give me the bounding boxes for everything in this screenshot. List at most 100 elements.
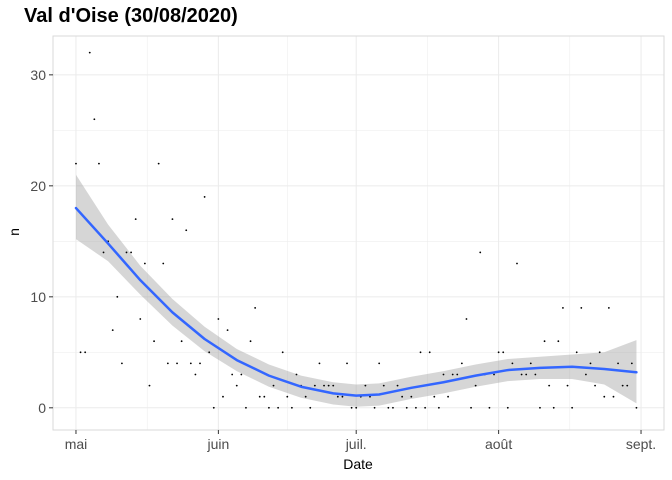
data-point (419, 351, 422, 354)
data-point (304, 395, 307, 398)
data-point (493, 373, 495, 376)
data-point (84, 351, 87, 354)
data-point (249, 340, 252, 343)
data-point (382, 384, 385, 387)
data-point (456, 373, 459, 376)
data-point (157, 162, 160, 165)
data-point (594, 384, 596, 387)
data-point (93, 118, 96, 121)
x-axis: mai juin juil. août sept. (65, 430, 656, 452)
data-point (254, 307, 257, 309)
y-tick-label: 0 (38, 400, 46, 416)
x-tick-label: sept. (626, 436, 656, 452)
data-point (171, 218, 174, 221)
data-point (369, 395, 371, 398)
data-point (373, 406, 376, 409)
data-point (336, 395, 339, 398)
data-point (185, 229, 188, 232)
data-point (447, 395, 449, 398)
y-axis-title: n (6, 228, 22, 236)
data-point (474, 384, 477, 387)
data-point (607, 307, 610, 309)
data-point (451, 373, 454, 376)
grid (53, 36, 664, 430)
data-point (364, 384, 367, 387)
data-point (571, 406, 574, 409)
data-point (286, 395, 289, 398)
data-point (203, 196, 206, 198)
data-point (557, 340, 560, 343)
data-point (516, 262, 518, 265)
chart-title: Val d'Oise (30/08/2020) (24, 5, 238, 27)
data-point (392, 406, 394, 409)
data-point (121, 362, 123, 365)
data-point (162, 262, 165, 265)
data-point (502, 351, 505, 354)
y-tick-label: 30 (30, 67, 46, 83)
data-point (194, 373, 197, 376)
data-point (621, 384, 624, 387)
data-point (323, 384, 325, 387)
data-point (75, 162, 77, 165)
data-point (635, 406, 638, 409)
data-point (111, 329, 114, 332)
smooth-line (74, 206, 638, 397)
data-point (534, 373, 537, 376)
data-point (603, 395, 606, 398)
data-point (199, 362, 201, 365)
data-point (309, 406, 312, 409)
confidence-band (75, 174, 637, 407)
y-tick-label: 20 (30, 178, 46, 194)
data-point (166, 362, 169, 365)
data-point (378, 362, 381, 365)
data-point (497, 351, 500, 354)
data-point (428, 351, 431, 354)
data-point (231, 373, 234, 376)
data-point (460, 362, 463, 365)
confidence-ribbon (75, 174, 637, 407)
data-point (79, 351, 82, 354)
data-point (589, 362, 592, 365)
data-point (272, 384, 275, 387)
y-tick-label: 10 (30, 289, 46, 305)
data-point (355, 406, 358, 409)
data-point (313, 384, 316, 387)
data-point (437, 406, 440, 409)
data-point (258, 395, 261, 398)
data-point (235, 384, 238, 387)
data-point (295, 373, 298, 376)
data-point (208, 351, 211, 354)
data-point (479, 251, 482, 254)
data-point (405, 406, 408, 409)
data-point (189, 362, 192, 365)
data-point (566, 384, 569, 387)
data-point (318, 362, 321, 365)
data-point (506, 406, 509, 409)
data-point (125, 251, 128, 254)
x-tick-label: juil. (345, 436, 367, 452)
x-tick-label: juin (206, 436, 229, 452)
x-tick-label: mai (65, 436, 88, 452)
data-point (116, 295, 119, 298)
data-point (520, 373, 523, 376)
data-point (525, 373, 528, 376)
data-point (511, 362, 514, 365)
data-point (290, 406, 293, 409)
data-point (529, 362, 532, 365)
x-tick-label: août (485, 436, 512, 452)
data-point (222, 395, 224, 398)
data-point (139, 318, 142, 320)
data-point (424, 406, 427, 409)
data-point (401, 395, 404, 398)
data-point (281, 351, 284, 354)
data-point (543, 340, 546, 343)
data-point (153, 340, 155, 343)
data-point (346, 362, 348, 365)
data-point (630, 362, 633, 365)
x-axis-title: Date (343, 456, 373, 472)
data-point (148, 384, 151, 387)
data-point (88, 51, 91, 54)
data-point (465, 318, 468, 320)
data-point (212, 406, 215, 409)
